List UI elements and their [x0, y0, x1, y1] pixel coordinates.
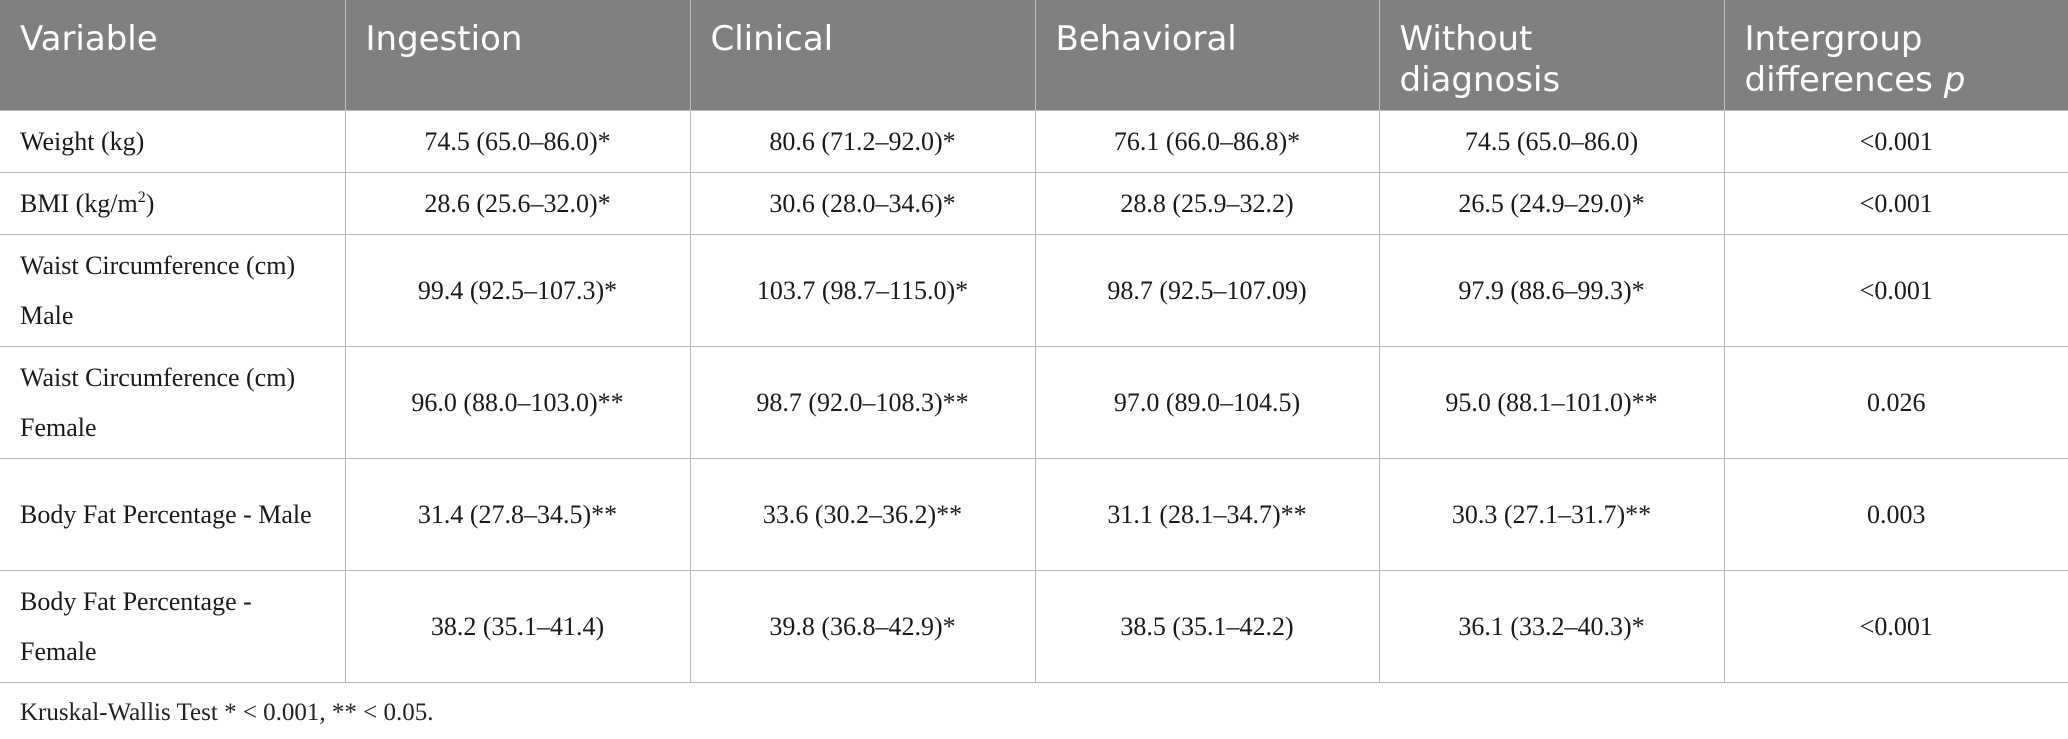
- cell-behavioral: 76.1 (66.0–86.8)*: [1034, 110, 1380, 173]
- table-row: Waist Circumference (cm) Female 96.0 (88…: [0, 346, 2068, 459]
- row-variable: Weight (kg): [0, 110, 346, 173]
- header-behavioral: Behavioral: [1034, 0, 1380, 111]
- header-intergroup-differences: Intergroup differences p: [1723, 0, 2068, 111]
- table-row: Weight (kg) 74.5 (65.0–86.0)* 80.6 (71.2…: [0, 110, 2068, 173]
- row-variable: Body Fat Percentage - Female: [0, 570, 346, 683]
- header-row: Variable Ingestion Clinical Behavioral W…: [0, 0, 2068, 111]
- cell-behavioral: 98.7 (92.5–107.09): [1034, 234, 1380, 347]
- cell-without-diagnosis: 74.5 (65.0–86.0): [1378, 110, 1725, 173]
- cell-ingestion: 38.2 (35.1–41.4): [344, 570, 691, 683]
- table-body: Weight (kg) 74.5 (65.0–86.0)* 80.6 (71.2…: [0, 110, 2068, 683]
- row-variable: Waist Circumference (cm) Female: [0, 346, 346, 459]
- cell-clinical: 39.8 (36.8–42.9)*: [689, 570, 1036, 683]
- bmi-superscript: 2: [137, 188, 146, 206]
- cell-ingestion: 74.5 (65.0–86.0)*: [344, 110, 691, 173]
- table-row: BMI (kg/m2) 28.6 (25.6–32.0)* 30.6 (28.0…: [0, 172, 2068, 235]
- results-table: Variable Ingestion Clinical Behavioral W…: [0, 0, 2068, 683]
- cell-ingestion: 28.6 (25.6–32.0)*: [344, 172, 691, 235]
- cell-intergroup-p: <0.001: [1723, 110, 2068, 173]
- table-header: Variable Ingestion Clinical Behavioral W…: [0, 0, 2068, 111]
- table-row: Waist Circumference (cm) Male 99.4 (92.5…: [0, 234, 2068, 347]
- cell-behavioral: 97.0 (89.0–104.5): [1034, 346, 1380, 459]
- header-variable: Variable: [0, 0, 346, 111]
- cell-behavioral: 31.1 (28.1–34.7)**: [1034, 458, 1380, 571]
- row-variable: BMI (kg/m2): [0, 172, 346, 235]
- cell-ingestion: 31.4 (27.8–34.5)**: [344, 458, 691, 571]
- cell-behavioral: 38.5 (35.1–42.2): [1034, 570, 1380, 683]
- header-intergroup-label: Intergroup differences: [1744, 19, 1933, 100]
- cell-without-diagnosis: 97.9 (88.6–99.3)*: [1378, 234, 1725, 347]
- header-p-symbol: p: [1943, 60, 1966, 100]
- cell-without-diagnosis: 95.0 (88.1–101.0)**: [1378, 346, 1725, 459]
- cell-clinical: 80.6 (71.2–92.0)*: [689, 110, 1036, 173]
- cell-intergroup-p: <0.001: [1723, 234, 2068, 347]
- header-clinical: Clinical: [689, 0, 1036, 111]
- cell-intergroup-p: 0.003: [1723, 458, 2068, 571]
- row-variable: Body Fat Percentage - Male: [0, 458, 346, 571]
- cell-ingestion: 96.0 (88.0–103.0)**: [344, 346, 691, 459]
- cell-ingestion: 99.4 (92.5–107.3)*: [344, 234, 691, 347]
- row-variable: Waist Circumference (cm) Male: [0, 234, 346, 347]
- cell-clinical: 30.6 (28.0–34.6)*: [689, 172, 1036, 235]
- cell-without-diagnosis: 36.1 (33.2–40.3)*: [1378, 570, 1725, 683]
- cell-without-diagnosis: 30.3 (27.1–31.7)**: [1378, 458, 1725, 571]
- cell-clinical: 33.6 (30.2–36.2)**: [689, 458, 1036, 571]
- header-without-diagnosis: Without diagnosis: [1378, 0, 1725, 111]
- bmi-label: BMI (kg/m: [20, 188, 138, 218]
- table-footnote: Kruskal-Wallis Test * < 0.001, ** < 0.05…: [20, 699, 434, 726]
- table-row: Body Fat Percentage - Female 38.2 (35.1–…: [0, 570, 2068, 683]
- bmi-label-close: ): [145, 188, 155, 218]
- cell-behavioral: 28.8 (25.9–32.2): [1034, 172, 1380, 235]
- cell-clinical: 98.7 (92.0–108.3)**: [689, 346, 1036, 459]
- cell-intergroup-p: <0.001: [1723, 172, 2068, 235]
- cell-intergroup-p: <0.001: [1723, 570, 2068, 683]
- cell-without-diagnosis: 26.5 (24.9–29.0)*: [1378, 172, 1725, 235]
- header-ingestion: Ingestion: [344, 0, 691, 111]
- cell-intergroup-p: 0.026: [1723, 346, 2068, 459]
- cell-clinical: 103.7 (98.7–115.0)*: [689, 234, 1036, 347]
- table-row: Body Fat Percentage - Male 31.4 (27.8–34…: [0, 458, 2068, 571]
